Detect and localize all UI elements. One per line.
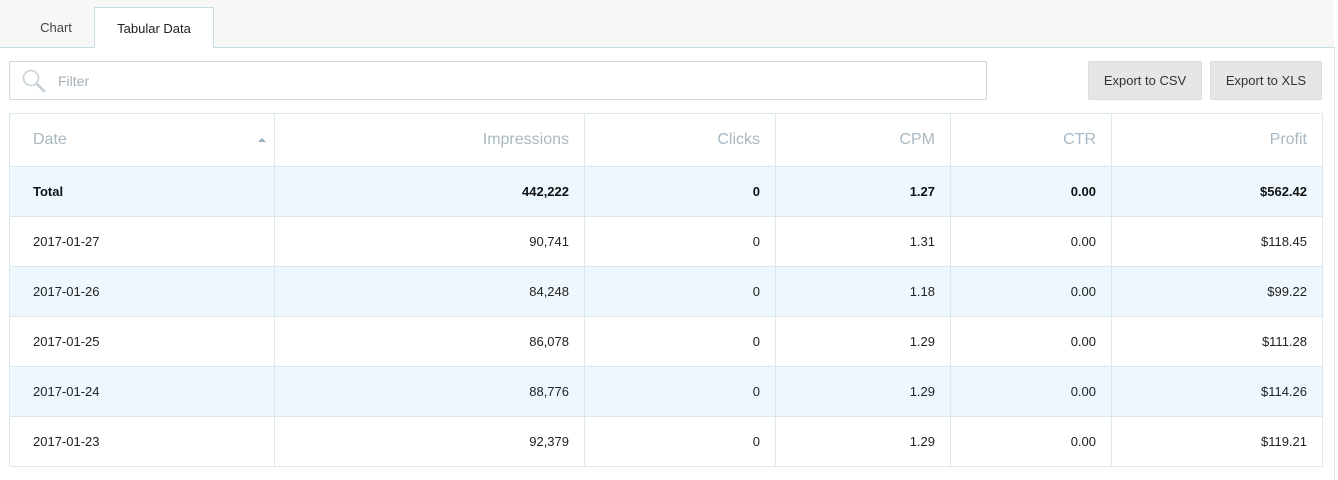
cell-ctr: 0.00: [950, 166, 1112, 217]
cell-clicks: 0: [584, 266, 776, 317]
cell-cpm: 1.27: [775, 166, 951, 217]
cell-clicks: 0: [584, 316, 776, 367]
data-table: Date Impressions Clicks CPM CTR Profit T…: [9, 113, 1323, 467]
cell-date: 2017-01-23: [9, 416, 275, 467]
cell-clicks: 0: [584, 216, 776, 267]
cell-clicks: 0: [584, 366, 776, 417]
cell-profit: $119.21: [1111, 416, 1323, 467]
column-header-cpm[interactable]: CPM: [775, 113, 951, 167]
table-row: 2017-01-25 86,078 0 1.29 0.00 $111.28: [9, 316, 1323, 367]
cell-impressions: 442,222: [274, 166, 585, 217]
table-row: 2017-01-23 92,379 0 1.29 0.00 $119.21: [9, 416, 1323, 467]
cell-impressions: 88,776: [274, 366, 585, 417]
cell-impressions: 90,741: [274, 216, 585, 267]
cell-date: 2017-01-26: [9, 266, 275, 317]
cell-impressions: 84,248: [274, 266, 585, 317]
column-header-ctr[interactable]: CTR: [950, 113, 1112, 167]
cell-cpm: 1.29: [775, 366, 951, 417]
cell-impressions: 92,379: [274, 416, 585, 467]
export-csv-button[interactable]: Export to CSV: [1088, 61, 1202, 100]
column-header-impressions[interactable]: Impressions: [274, 113, 585, 167]
cell-cpm: 1.18: [775, 266, 951, 317]
filter-input[interactable]: [58, 62, 958, 99]
cell-ctr: 0.00: [950, 416, 1112, 467]
cell-impressions: 86,078: [274, 316, 585, 367]
column-header-label: Date: [33, 131, 67, 148]
cell-date: 2017-01-27: [9, 216, 275, 267]
column-header-clicks[interactable]: Clicks: [584, 113, 776, 167]
table-row: 2017-01-26 84,248 0 1.18 0.00 $99.22: [9, 266, 1323, 317]
cell-ctr: 0.00: [950, 266, 1112, 317]
cell-date: Total: [9, 166, 275, 217]
table-row: 2017-01-24 88,776 0 1.29 0.00 $114.26: [9, 366, 1323, 417]
table-row-total: Total 442,222 0 1.27 0.00 $562.42: [9, 166, 1323, 217]
cell-profit: $114.26: [1111, 366, 1323, 417]
cell-clicks: 0: [584, 166, 776, 217]
tab-tabular-data[interactable]: Tabular Data: [94, 7, 214, 48]
cell-cpm: 1.29: [775, 316, 951, 367]
cell-cpm: 1.31: [775, 216, 951, 267]
search-icon: [21, 68, 47, 94]
cell-profit: $118.45: [1111, 216, 1323, 267]
tab-bar: Chart Tabular Data: [0, 0, 1334, 48]
cell-profit: $99.22: [1111, 266, 1323, 317]
cell-ctr: 0.00: [950, 216, 1112, 267]
column-header-profit[interactable]: Profit: [1111, 113, 1323, 167]
sort-ascending-icon: [258, 138, 266, 142]
export-xls-button[interactable]: Export to XLS: [1210, 61, 1322, 100]
cell-date: 2017-01-25: [9, 316, 275, 367]
cell-profit: $562.42: [1111, 166, 1323, 217]
cell-date: 2017-01-24: [9, 366, 275, 417]
table-row: 2017-01-27 90,741 0 1.31 0.00 $118.45: [9, 216, 1323, 267]
cell-profit: $111.28: [1111, 316, 1323, 367]
panel-right-border: [1334, 47, 1335, 480]
cell-cpm: 1.29: [775, 416, 951, 467]
cell-clicks: 0: [584, 416, 776, 467]
cell-ctr: 0.00: [950, 366, 1112, 417]
filter-box[interactable]: [9, 61, 987, 100]
column-header-date[interactable]: Date: [9, 113, 275, 167]
tab-chart[interactable]: Chart: [40, 19, 72, 35]
cell-ctr: 0.00: [950, 316, 1112, 367]
table-header-row: Date Impressions Clicks CPM CTR Profit: [9, 113, 1323, 167]
